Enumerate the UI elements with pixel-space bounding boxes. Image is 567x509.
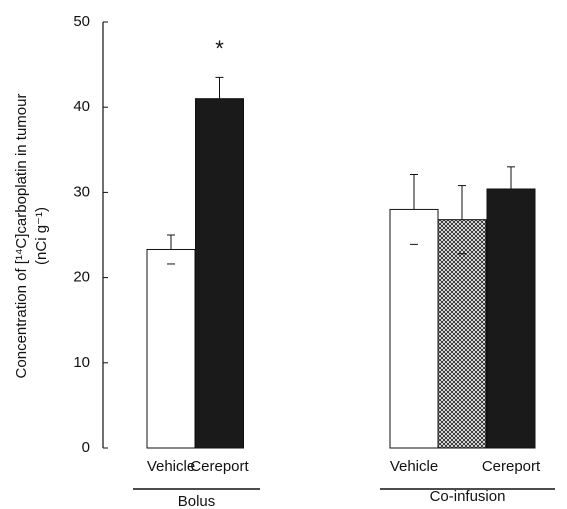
bar: [486, 188, 536, 449]
x-tick-label: Cereport: [482, 458, 541, 475]
group-label: Bolus: [178, 493, 216, 509]
y-tick-label: 0: [82, 439, 90, 456]
group-label: Co-infusion: [430, 488, 506, 505]
bar: [146, 248, 196, 449]
annotation: *: [215, 36, 224, 61]
bar: [195, 98, 244, 449]
y-tick-label: 50: [73, 13, 90, 30]
y-tick-label: 40: [73, 98, 90, 115]
x-tick-label: Cereport: [190, 458, 249, 475]
x-tick-label: Vehicle: [147, 458, 195, 475]
x-tick-label: Vehicle: [390, 458, 438, 475]
bar: [389, 208, 439, 449]
y-axis-title: (nCi g⁻¹): [33, 207, 50, 265]
y-tick-label: 10: [73, 354, 90, 371]
y-axis-title: Concentration of [¹⁴C]carboplatin in tum…: [13, 94, 30, 379]
y-tick-label: 30: [73, 183, 90, 200]
y-tick-label: 20: [73, 269, 90, 286]
